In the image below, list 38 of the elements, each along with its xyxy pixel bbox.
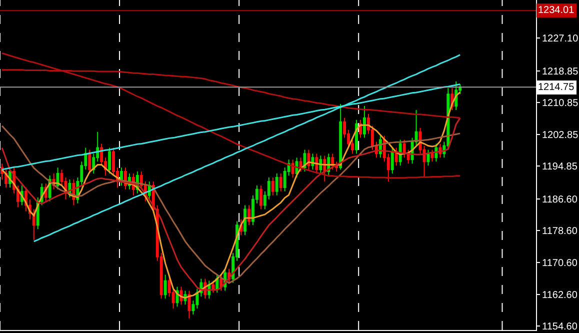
ref-line-label: 1214.75 bbox=[538, 82, 575, 93]
candlestick bbox=[279, 173, 282, 192]
y-tick-label: 1170.60 bbox=[542, 258, 578, 269]
y-tick-label: 1194.85 bbox=[542, 162, 578, 173]
candlestick bbox=[430, 149, 434, 162]
y-tick-label: 1186.60 bbox=[542, 194, 578, 206]
candlestick bbox=[434, 143, 438, 162]
candlestick bbox=[335, 161, 338, 172]
candlestick bbox=[339, 104, 342, 170]
candlestick bbox=[315, 153, 318, 174]
candlestick bbox=[307, 149, 310, 170]
candlestick bbox=[212, 280, 215, 294]
candlestick bbox=[275, 173, 278, 196]
candlestick bbox=[319, 155, 322, 174]
candlestick bbox=[355, 119, 358, 154]
y-tick-label: 1202.85 bbox=[542, 130, 579, 141]
y-tick-label: 1178.60 bbox=[542, 226, 578, 238]
y-tick-label: 1227.10 bbox=[542, 34, 579, 45]
y-tick-label: 1154.60 bbox=[542, 322, 578, 333]
ref-line-label: 1234.01 bbox=[538, 5, 575, 16]
candlestick bbox=[88, 149, 92, 174]
candlestick bbox=[271, 177, 274, 196]
y-tick-label: 1210.85 bbox=[542, 98, 579, 110]
candlestick bbox=[244, 204, 246, 236]
y-tick-label: 1218.85 bbox=[542, 66, 579, 78]
line-series bbox=[1, 52, 461, 179]
candlestick bbox=[426, 149, 430, 166]
candlestick bbox=[363, 106, 366, 138]
candlestick bbox=[406, 149, 410, 164]
candlestick bbox=[108, 147, 112, 174]
candlestick bbox=[390, 147, 394, 174]
candlestick bbox=[188, 290, 191, 319]
candlestick bbox=[164, 274, 167, 300]
y-tick-label: 1162.60 bbox=[542, 290, 578, 301]
line-series bbox=[1, 91, 461, 299]
candlestick bbox=[247, 204, 250, 226]
candlestick bbox=[259, 184, 262, 210]
candlestick bbox=[351, 139, 354, 154]
